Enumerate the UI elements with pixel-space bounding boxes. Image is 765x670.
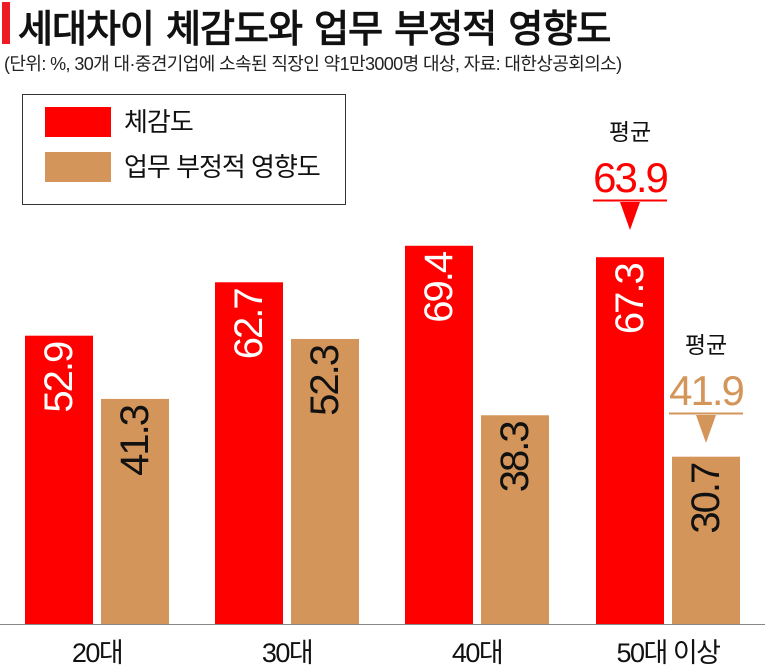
bar-s1-2 [405,245,473,624]
data-label-s2-0: 41.3 [113,405,157,476]
average-arrow-2 [696,415,716,443]
legend-label-1: 체감도 [124,107,193,137]
bar-s2-0 [101,398,169,624]
average-value-2: 41.9 [669,367,743,414]
category-label-3: 50대 이상 [616,638,720,668]
data-label-s1-3: 67.3 [608,264,652,335]
legend-swatch-2 [45,152,111,182]
data-label-s2-1: 52.3 [303,345,347,416]
category-label-0: 20대 [72,638,122,668]
category-label-1: 30대 [262,638,312,668]
average-label-2: 평균 [685,332,727,358]
data-label-s1-2: 69.4 [417,251,461,323]
bar-s2-2 [481,415,549,624]
bar-s2-3 [672,456,740,624]
data-label-s1-0: 52.9 [37,342,81,413]
chart-title: 세대차이 체감도와 업무 부정적 영향도 [18,7,611,51]
legend-swatch-1 [45,107,111,137]
data-label-s1-1: 62.7 [227,289,271,360]
bar-s1-1 [215,282,283,624]
bar-s1-3 [596,257,664,624]
title-accent-bar [2,2,10,44]
bar-s2-1 [291,338,359,624]
average-value-1: 63.9 [593,154,667,201]
average-label-1: 평균 [609,119,651,145]
category-label-2: 40대 [452,638,502,668]
bar-s1-0 [25,335,93,624]
data-label-s2-3: 30.7 [684,463,728,534]
chart-subtitle: (단위: %, 30개 대·중견기업에 소속된 직장인 약1만3000명 대상,… [4,54,622,74]
data-label-s2-2: 38.3 [493,422,537,493]
legend-label-2: 업무 부정적 영향도 [124,152,320,182]
average-arrow-1 [620,202,640,230]
